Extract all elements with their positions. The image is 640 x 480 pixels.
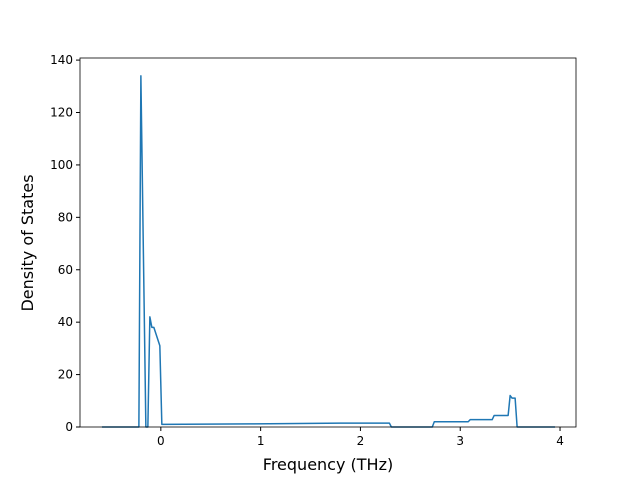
y-tick-label: 120	[50, 106, 73, 120]
x-tick-label: 1	[257, 434, 265, 448]
x-tick-label: 0	[157, 434, 165, 448]
y-tick-label: 140	[50, 53, 73, 67]
y-tick-label: 80	[58, 210, 73, 224]
y-tick-label: 100	[50, 158, 73, 172]
y-tick-label: 0	[65, 420, 73, 434]
x-tick-label: 4	[556, 434, 564, 448]
y-tick-label: 60	[58, 263, 73, 277]
x-tick-label: 2	[357, 434, 365, 448]
data-line	[101, 75, 556, 428]
y-tick-label: 20	[58, 368, 73, 382]
y-tick-label: 40	[58, 315, 73, 329]
plot-frame	[79, 57, 577, 428]
y-axis-title: Density of States	[18, 174, 37, 311]
x-axis-title: Frequency (THz)	[263, 455, 393, 474]
x-tick-label: 3	[456, 434, 464, 448]
